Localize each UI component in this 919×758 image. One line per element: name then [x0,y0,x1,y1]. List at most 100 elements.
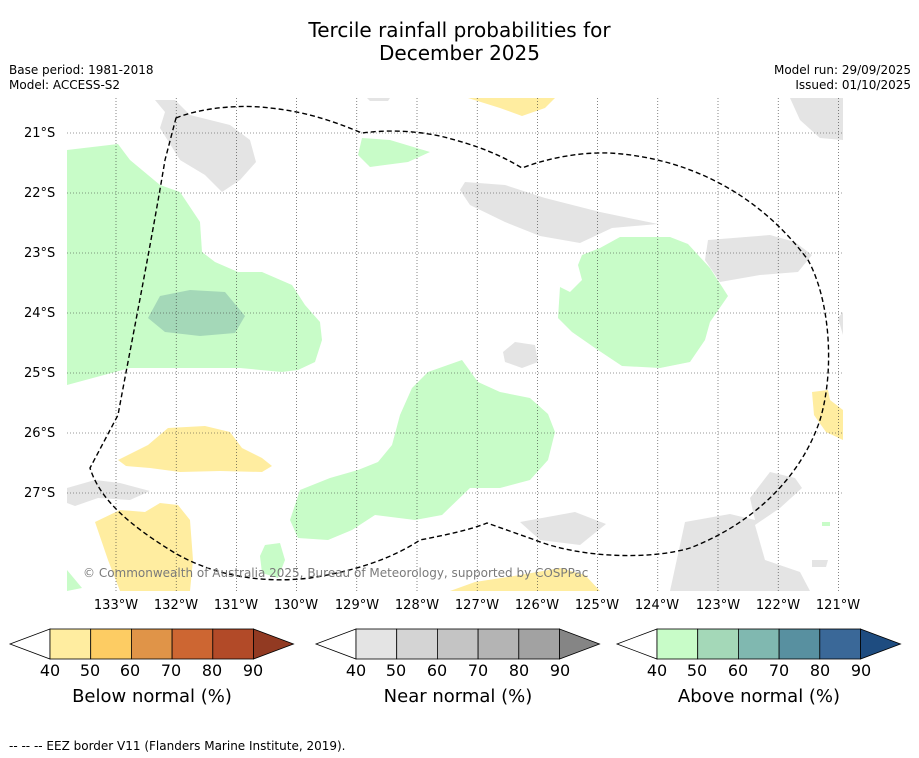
lon-label: 133°W [93,598,139,613]
below-normal-region [95,503,193,591]
colorbar-segment [518,628,560,660]
near-normal-region [67,480,150,506]
above-normal-region [260,543,285,578]
below-normal-region [450,568,600,591]
lon-label: 126°W [514,598,560,613]
colorbar-segment [130,628,173,660]
near-normal-region [705,235,812,282]
title-line-2: December 2025 [379,41,540,65]
above-normal-region [822,522,830,526]
model-name: Model: ACCESS-S2 [9,78,121,92]
lon-label: 128°W [394,598,440,613]
near-normal-region [812,560,828,567]
colorbar-segment [819,628,861,660]
colorbar-tick: 50 [79,661,101,680]
colorbar-segment [171,628,214,660]
colorbar-tick: 80 [809,661,831,680]
colorbar-segment [436,628,479,660]
lon-label: 123°W [695,598,741,613]
lat-label: 22°S [24,186,56,201]
below-normal-region [812,390,843,440]
colorbar-near-label: Near normal (%) [383,686,533,707]
model-run: Model run: 29/09/2025 [773,63,911,77]
colorbar-tick: 50 [686,661,708,680]
lat-label: 26°S [24,426,56,441]
colorbar-extend-high [253,628,295,660]
near-normal-region [790,98,843,140]
lon-label: 132°W [153,598,199,613]
lat-label: 27°S [24,486,56,501]
lat-label: 23°S [24,246,56,261]
above-normal-region [290,360,555,540]
copyright-notice: © Commonwealth of Australia 2025, Bureau… [83,566,589,580]
colorbar-below-label: Below normal (%) [72,686,232,707]
graticule [67,98,843,591]
near-normal-region [838,312,843,335]
lon-label: 125°W [574,598,620,613]
colorbar-segment [90,628,132,660]
near-normal-region [460,182,658,243]
colorbar-extend-high [860,628,902,660]
colorbar-extend-low [314,628,357,660]
lon-label: 121°W [815,598,861,613]
colorbar-segment [477,628,520,660]
colorbar-tick: 60 [426,661,448,680]
lon-label: 129°W [334,598,380,613]
colorbar-tick: 90 [850,661,872,680]
meta-right: Model run: 29/09/2025 Issued: 01/10/2025 [774,63,911,93]
colorbar-tick: 60 [727,661,749,680]
colorbar-tick: 80 [201,661,223,680]
below-normal-region [468,98,555,116]
colorbar-segment [396,628,438,660]
colorbar-tick: 90 [242,661,264,680]
near-normal-region [670,472,810,591]
colorbar-extend-low [8,628,51,660]
colorbar-tick: 90 [549,661,571,680]
colorbar-segment [738,628,780,660]
colorbar-segment [212,628,254,660]
eez-legend-footer: -- -- -- EEZ border V11 (Flanders Marine… [9,739,346,753]
lon-label: 130°W [273,598,319,613]
near-normal-region [367,98,390,101]
above-normal-region [558,237,728,368]
colorbar-tick: 40 [646,661,668,680]
lon-label: 127°W [454,598,500,613]
below-normal-region [118,426,272,472]
lon-label: 122°W [755,598,801,613]
near-normal-region [503,342,538,368]
issued-date: Issued: 01/10/2025 [795,78,911,92]
colorbar-below-normal [8,628,295,660]
lon-label: 124°W [634,598,680,613]
colorbar-tick: 70 [467,661,489,680]
probability-fields [67,98,843,591]
colorbar-near-normal [314,628,601,660]
colorbar-tick: 80 [508,661,530,680]
colorbar-segment [656,628,699,660]
map-title: Tercile rainfall probabilities for Decem… [0,19,919,65]
above-normal-region [67,570,82,591]
lat-label: 21°S [24,126,56,141]
colorbar-segment [778,628,821,660]
colorbar-extend-high [559,628,601,660]
colorbar-segment [697,628,739,660]
base-period: Base period: 1981-2018 [9,63,154,77]
near-normal-region [520,512,606,545]
colorbar-tick: 70 [160,661,182,680]
colorbar-tick: 40 [39,661,61,680]
colorbar-segment [49,628,92,660]
above-normal-region [358,138,430,167]
colorbar-above-label: Above normal (%) [677,686,841,707]
title-line-1: Tercile rainfall probabilities for [308,18,611,42]
colorbar-tick: 40 [345,661,367,680]
eez-border [89,105,830,581]
near-normal-region [67,100,256,192]
colorbar-tick: 70 [768,661,790,680]
colorbar-extend-low [615,628,658,660]
lat-label: 25°S [24,366,56,381]
colorbar-tick: 60 [119,661,141,680]
meta-left: Base period: 1981-2018 Model: ACCESS-S2 [9,63,154,93]
lat-label: 24°S [24,306,56,321]
colorbar-tick: 50 [385,661,407,680]
above-normal-region [67,144,322,385]
